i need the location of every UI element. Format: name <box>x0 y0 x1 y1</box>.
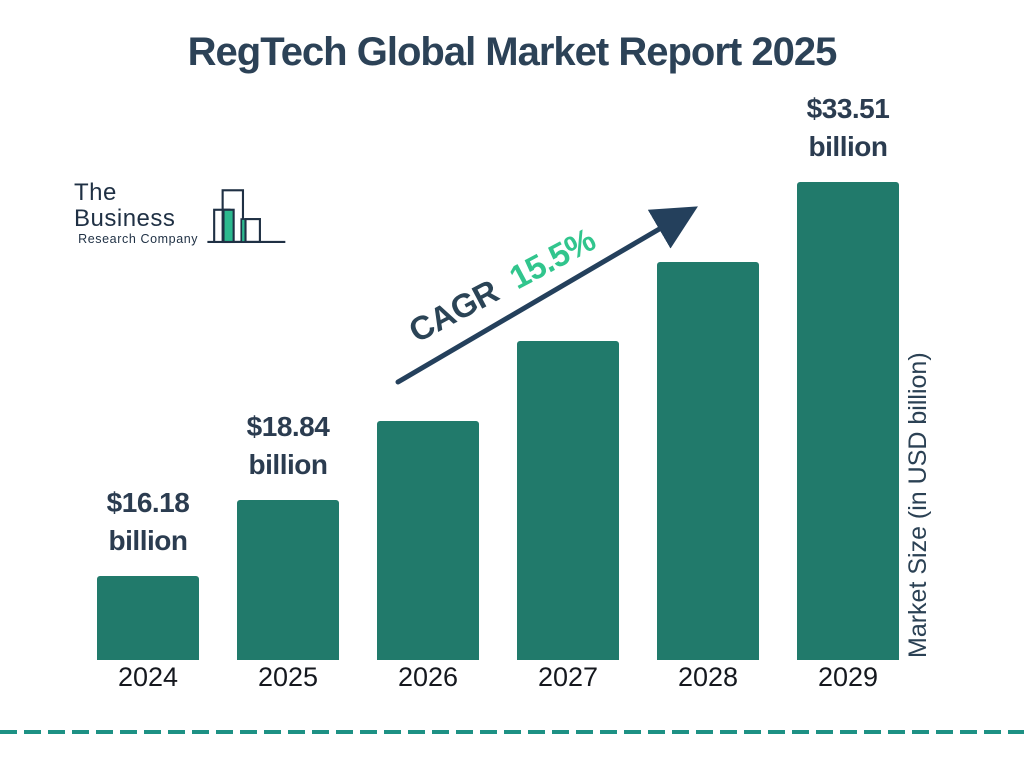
x-tick-2024: 2024 <box>117 662 179 692</box>
x-tick-2028: 2028 <box>677 662 739 692</box>
value-label-2024: $16.18 billion <box>106 487 190 556</box>
bar-2029 <box>797 182 899 660</box>
y-axis-title: Market Size (in USD billion) <box>904 352 932 658</box>
value-label-2025: $18.84 billion <box>246 411 330 480</box>
bottom-dashed-divider <box>0 730 1024 734</box>
logo-name: The Business <box>74 179 176 232</box>
cagr-trend-arrow <box>395 206 698 385</box>
bar-chart-logo-icon <box>207 189 286 244</box>
company-logo-text: The Business Research Company <box>74 179 202 247</box>
x-tick-2025: 2025 <box>257 662 319 692</box>
bar-2026 <box>377 421 479 660</box>
logo-subname: Research Company <box>78 232 199 246</box>
page-title: RegTech Global Market Report 2025 <box>187 30 838 74</box>
bar-2024 <box>97 576 199 660</box>
bar-2027 <box>517 341 619 660</box>
x-tick-2026: 2026 <box>397 662 459 692</box>
x-tick-2027: 2027 <box>537 662 599 692</box>
bar-2028 <box>657 262 759 660</box>
bar-2025 <box>237 500 339 660</box>
value-label-2029: $33.51 billion <box>806 93 890 162</box>
x-tick-2029: 2029 <box>817 662 879 692</box>
company-logo: The Business Research Company <box>74 178 289 250</box>
